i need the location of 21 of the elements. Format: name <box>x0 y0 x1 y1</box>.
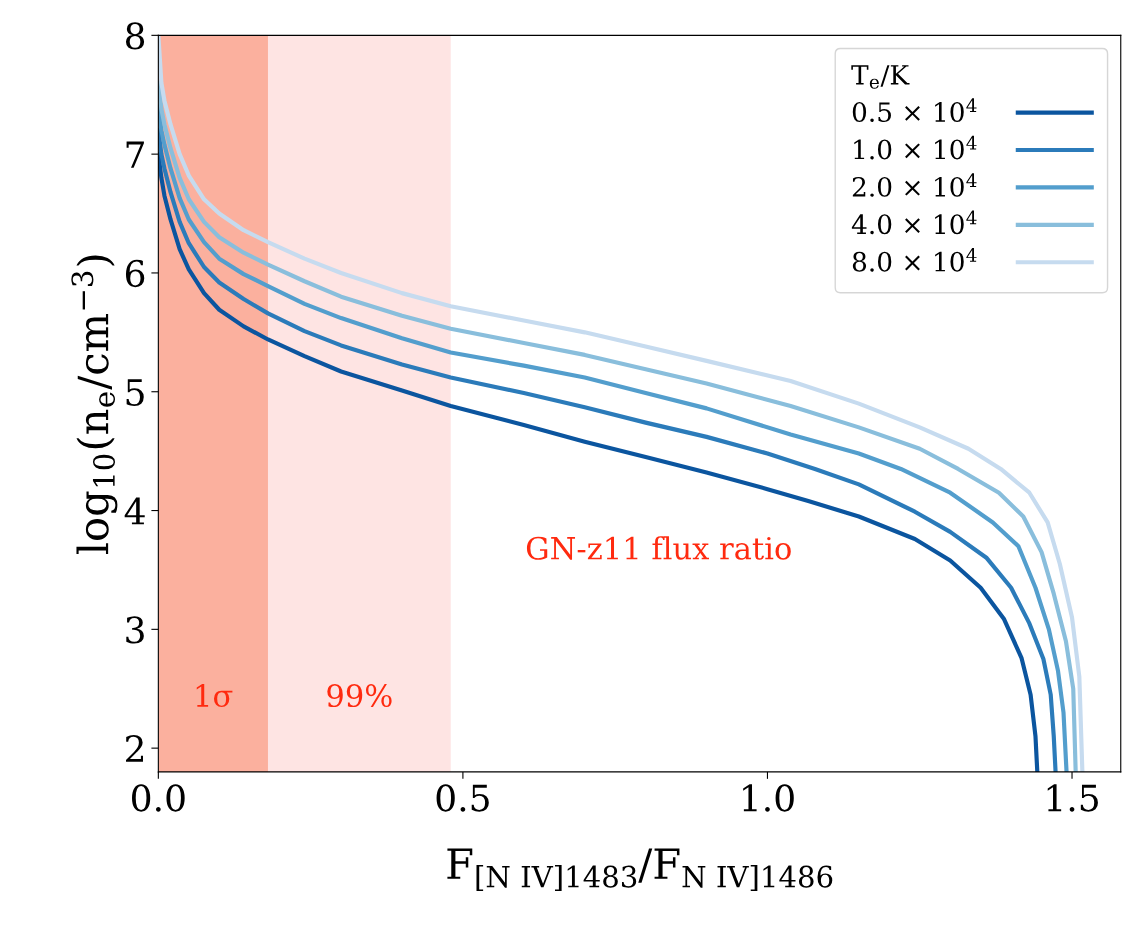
y-tick-label: 7 <box>126 141 144 168</box>
annotation: GN-z11 flux ratio <box>526 536 791 560</box>
legend-label: 8.0 × 10$^{4}$ <box>852 248 977 272</box>
band-label: 1σ <box>196 684 233 708</box>
legend-label: 1.0 × 10$^{4}$ <box>854 135 977 160</box>
band-label: 99% <box>327 684 392 708</box>
x-tick-label: 1.5 <box>1047 784 1098 812</box>
x-tick-label: 1.0 <box>743 784 794 812</box>
y-tick-label: 8 <box>125 22 145 50</box>
legend-label: 2.0 × 10$^{4}$ <box>852 173 977 197</box>
x-tick-label: 0.0 <box>132 784 185 812</box>
y-tick-label: 2 <box>126 735 143 762</box>
y-axis-title: log$_{10}$(n$_{e}$/cm$^{−3}$) <box>71 255 118 555</box>
legend-label: 0.5 × 10$^{4}$ <box>852 98 977 123</box>
y-tick-label: 6 <box>125 259 145 288</box>
y-tick-label: 3 <box>126 616 144 644</box>
y-tick-label: 4 <box>124 497 145 525</box>
x-tick-label: 0.5 <box>436 784 489 812</box>
y-tick-label: 5 <box>126 379 144 406</box>
legend-label: 4.0 × 10$^{4}$ <box>851 210 977 235</box>
legend-title: T$_{e}$/K <box>851 65 910 89</box>
